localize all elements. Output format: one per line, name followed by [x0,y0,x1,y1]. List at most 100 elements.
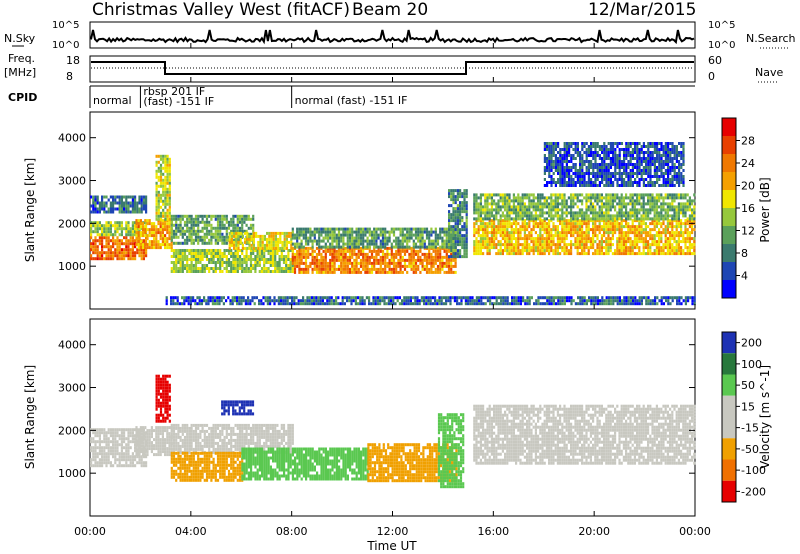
echo-cell [245,252,248,255]
echo-cell [366,230,369,234]
echo-cell [644,211,647,215]
echo-cell [434,239,437,243]
echo-cell [611,193,614,197]
echo-cell [164,202,167,206]
echo-cell [473,199,476,203]
echo-cell [598,240,601,244]
echo-cell [504,217,507,221]
echo-cell [620,160,623,163]
echo-cell [318,236,321,240]
echo-cell [627,172,630,175]
echo-cell [274,246,277,250]
echo-cell [625,237,628,241]
echo-cell [581,160,584,163]
echo-cell [249,270,253,273]
echo-cell [686,205,689,209]
echo-cell [601,151,604,154]
echo-cell [563,219,566,223]
echo-cell [373,249,376,253]
echo-cell [459,228,462,232]
echo-cell [232,255,235,258]
echo-cell [177,214,180,218]
echo-cell [379,227,382,231]
echo-cell [592,151,595,154]
echo-cell [565,142,568,145]
echo-cell [473,243,476,247]
echo-cell [214,241,217,245]
echo-cell [249,261,253,264]
echo-cell [576,151,579,154]
echo-cell [543,196,546,200]
echo-cell [598,249,601,253]
echo-cell [392,258,396,262]
echo-cell [428,255,431,259]
echo-cell [105,195,108,199]
echo-cell [594,211,597,215]
echo-cell [227,226,231,230]
echo-cell [644,193,647,197]
echo-cell [504,219,507,223]
echo-cell [212,261,215,264]
echo-cell [559,151,562,154]
echo-cell [274,243,277,247]
echo-cell [234,261,237,264]
echo-cell [381,261,385,265]
echo-cell [506,252,509,256]
echo-cell [688,243,691,247]
echo-cell [565,172,568,175]
echo-cell [271,261,275,264]
echo-cell [127,224,130,228]
echo-cell [326,245,330,249]
echo-cell [322,239,325,243]
echo-cell [443,230,446,234]
echo-cell [642,240,645,244]
echo-cell [508,252,511,256]
echo-cell [530,249,533,253]
echo-cell [644,208,647,212]
echo-cell [344,230,347,234]
echo-cell [307,242,310,246]
echo-cell [570,222,573,226]
echo-cell [362,267,365,271]
echo-cell [605,208,608,212]
echo-cell [463,189,466,193]
echo-cell [454,189,457,193]
echo-cell [616,160,619,163]
echo-cell [666,225,669,229]
echo-cell [252,229,255,233]
echo-cell [631,151,634,154]
echo-cell [499,222,502,226]
echo-cell [337,239,341,243]
echo-cell [631,196,634,200]
echo-cell [353,236,356,240]
echo-cell [164,237,167,241]
echo-cell [384,245,387,249]
echo-cell [578,228,581,232]
echo-cell [614,222,617,226]
echo-cell [512,193,515,197]
echo-cell [508,243,511,247]
echo-cell [609,217,612,221]
echo-cell [304,270,308,274]
echo-cell [452,258,455,262]
echo-cell [490,211,493,215]
echo-cell [609,196,612,200]
echo-cell [166,187,169,191]
echo-cell [662,205,665,209]
echo-cell [386,264,389,268]
echo-cell [188,238,191,242]
echo-cell [216,258,220,261]
echo-cell [477,196,480,200]
echo-cell [333,270,336,274]
echo-cell [109,195,112,199]
echo-cell [421,261,424,265]
echo-cell [236,249,239,252]
echo-cell [616,252,619,256]
echo-cell [548,154,551,157]
echo-cell [612,145,615,148]
echo-cell [105,254,108,258]
echo-cell [651,202,654,206]
echo-cell [622,246,625,250]
echo-cell [161,243,164,247]
echo-cell [164,228,167,232]
